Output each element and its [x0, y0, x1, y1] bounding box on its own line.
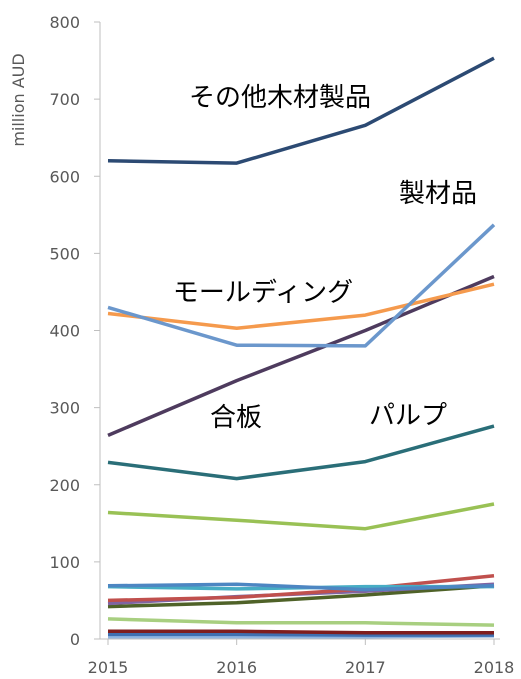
y-tick-label: 100 — [49, 553, 80, 572]
annotation-label: 製材品 — [399, 179, 477, 209]
series-line — [107, 574, 495, 603]
series-line — [107, 502, 495, 531]
y-tick-label: 0 — [70, 630, 80, 649]
annotation-label: その他木材製品 — [189, 83, 371, 113]
series-line — [107, 282, 495, 330]
y-axis-label: million AUD — [9, 53, 28, 146]
annotation-label: 合板 — [210, 403, 262, 433]
y-tick-label: 700 — [49, 90, 80, 109]
annotation-label: パルプ — [369, 401, 447, 431]
y-tick-label: 600 — [49, 167, 80, 186]
x-tick-label: 2017 — [345, 658, 386, 677]
series-line — [108, 629, 494, 635]
x-tick-label: 2018 — [474, 658, 515, 677]
y-tick-label: 200 — [49, 476, 80, 495]
series-line — [107, 223, 496, 348]
series-line — [107, 617, 495, 627]
axes: 0 100 200 300 400 500 600 700 800 2015 2016 2017 201… — [49, 13, 514, 677]
series-lines — [107, 56, 496, 639]
series-line — [108, 632, 494, 637]
y-tick-label: 500 — [49, 244, 80, 263]
annotation-label: モールディング — [173, 278, 353, 308]
y-tick-label: 400 — [49, 322, 80, 341]
series-line — [107, 424, 495, 481]
x-tick-label: 2016 — [216, 658, 257, 677]
series-line — [107, 584, 495, 609]
series-line — [107, 274, 495, 438]
x-tick-label: 2015 — [88, 658, 129, 677]
y-tick-label: 300 — [49, 399, 80, 418]
y-tick-label: 800 — [49, 13, 80, 32]
series-line — [107, 582, 495, 592]
series-line — [107, 56, 495, 165]
